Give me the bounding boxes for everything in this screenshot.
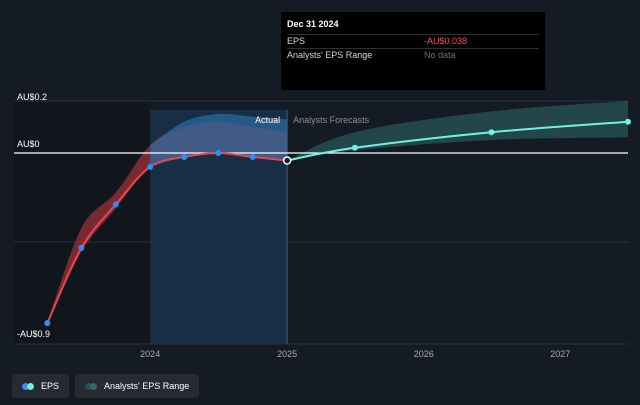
eps-actual-point <box>215 150 222 156</box>
y-tick-label: AU$0 <box>17 139 40 149</box>
tooltip-row-eps: EPS -AU$0.038 <box>287 34 539 48</box>
eps-actual-point <box>78 244 85 251</box>
eps-forecast-point <box>488 129 495 136</box>
eps-points <box>44 118 631 327</box>
eps-chart: AU$0.2 AU$0 -AU$0.9 2024 2025 2026 2027 Actua… <box>14 92 631 359</box>
history-background <box>14 101 151 344</box>
gridlines <box>14 100 628 345</box>
tooltip-row-range: Analysts' EPS Range No data <box>287 48 539 62</box>
actual-section-label: Actual <box>255 115 280 125</box>
tooltip-range-value: No data <box>424 50 456 60</box>
eps-actual-point <box>282 156 292 165</box>
eps-actual-point <box>147 163 154 170</box>
x-tick-label: 2025 <box>277 349 297 359</box>
legend-eps-toggle[interactable]: EPS <box>12 374 70 398</box>
eps-actual-point <box>44 320 51 327</box>
x-tick-label: 2027 <box>550 349 570 359</box>
eps-actual-point <box>112 201 119 208</box>
legend: EPS Analysts' EPS Range <box>12 374 200 398</box>
legend-range-toggle[interactable]: Analysts' EPS Range <box>75 374 200 398</box>
analysts-eps-range-band <box>287 101 628 161</box>
tooltip: Dec 31 2024 EPS -AU$0.038 Analysts' EPS … <box>281 12 545 90</box>
eps-forecast-line <box>286 120 629 162</box>
y-axis-labels: AU$0.2 AU$0 -AU$0.9 <box>17 92 50 339</box>
x-tick-label: 2024 <box>140 349 160 359</box>
legend-eps-label: EPS <box>41 381 60 391</box>
x-tick-label: 2026 <box>414 349 434 359</box>
eps-actual-point <box>181 153 188 160</box>
range-legend-icon <box>85 382 98 390</box>
tooltip-eps-value: -AU$0.038 <box>424 36 468 46</box>
legend-range-label: Analysts' EPS Range <box>104 381 190 391</box>
eps-legend-icon <box>22 382 34 390</box>
tooltip-range-label: Analysts' EPS Range <box>287 50 373 60</box>
eps-forecast-point <box>625 118 631 125</box>
tooltip-eps-label: EPS <box>287 36 306 46</box>
x-axis-labels: 2024 2025 2026 2027 <box>140 349 570 359</box>
y-tick-label: -AU$0.9 <box>17 329 50 339</box>
eps-forecast-point <box>351 144 358 151</box>
eps-actual-point <box>249 153 256 160</box>
y-tick-label: AU$0.2 <box>17 92 47 102</box>
tooltip-date: Dec 31 2024 <box>287 19 339 29</box>
forecast-section-label: Analysts Forecasts <box>293 115 370 125</box>
